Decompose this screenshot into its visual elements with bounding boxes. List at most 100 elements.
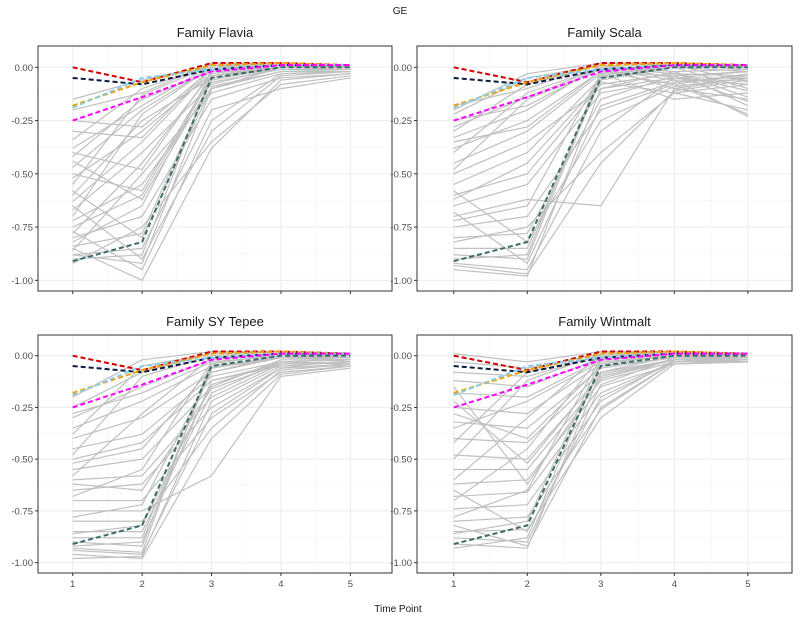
background-series-line <box>453 81 749 200</box>
background-series-line <box>453 83 748 243</box>
highlight-series-line <box>72 64 351 122</box>
highlight-series-line <box>453 62 748 107</box>
highlight-series-line <box>72 62 351 107</box>
background-series-line <box>72 359 351 471</box>
x-tick-label: 1 <box>70 579 75 590</box>
background-series-line <box>453 359 748 547</box>
background-series-line <box>453 75 748 265</box>
panel-border <box>416 334 793 574</box>
background-series-line <box>72 363 351 522</box>
highlight-series-group <box>453 62 748 263</box>
highlight-series-line <box>72 354 351 545</box>
background-series-line <box>72 361 351 450</box>
highlight-series-group <box>72 62 351 263</box>
y-tick-label: -0.50 <box>390 169 412 180</box>
x-tick-label: 5 <box>348 579 353 590</box>
background-series-line <box>453 70 748 271</box>
y-tick-label: -0.25 <box>390 116 412 127</box>
panel-3: Family SY Tepee 0.00 -0.25 -0.50 -0.75 -1.00 1… <box>11 314 393 590</box>
background-series-line <box>453 361 748 471</box>
y-tick-label: -1.00 <box>11 276 33 287</box>
background-series-line <box>72 361 351 560</box>
background-series-line <box>453 361 748 533</box>
chart-title: GE <box>393 6 408 17</box>
y-tick-label: 0.00 <box>15 63 34 74</box>
background-series-line <box>72 70 351 260</box>
background-series-line <box>453 66 749 222</box>
background-series-line <box>72 66 351 192</box>
background-series-line <box>453 359 748 465</box>
highlight-series-group <box>72 350 351 545</box>
x-tick-label: 2 <box>525 579 530 590</box>
background-series-line <box>72 77 351 256</box>
y-tick-label: -0.25 <box>390 403 412 414</box>
highlight-series-line <box>72 352 351 409</box>
y-tick-label: -0.75 <box>11 506 33 517</box>
highlight-series-line <box>453 64 748 109</box>
x-tick-label: 3 <box>598 579 603 590</box>
panel-title: Family Flavia <box>177 25 254 40</box>
x-tick-label: 4 <box>278 579 283 590</box>
y-tick-label: -0.75 <box>390 506 412 517</box>
highlight-series-line <box>453 66 748 263</box>
background-series-line <box>72 361 351 491</box>
background-series-line <box>453 79 748 275</box>
highlight-series-line <box>453 352 748 409</box>
plot-background <box>417 335 792 573</box>
y-tick-label: -0.50 <box>11 169 33 180</box>
background-series-line <box>72 75 351 264</box>
y-tick-label: -1.00 <box>390 276 412 287</box>
x-tick-label: 2 <box>139 579 144 590</box>
panel-2: Family Scala 0.00 -0.25 -0.50 -0.75 -1.00 <box>390 25 793 294</box>
background-series-line <box>453 73 748 228</box>
panel-border <box>37 334 393 574</box>
x-axis-label: Time Point <box>374 604 422 615</box>
background-series-line <box>453 77 748 218</box>
highlight-series-line <box>453 354 748 545</box>
highlight-series-group <box>453 350 748 545</box>
x-tick-label: 3 <box>209 579 214 590</box>
y-tick-label: -0.50 <box>11 455 33 466</box>
panel-title: Family Wintmalt <box>558 314 651 329</box>
x-tick-label: 1 <box>451 579 456 590</box>
y-tick-label: -0.75 <box>390 223 412 234</box>
background-series-line <box>72 363 351 555</box>
highlight-series-line <box>453 350 748 394</box>
y-tick-label: -0.25 <box>11 116 33 127</box>
background-series-line <box>453 66 748 186</box>
highlight-series-line <box>453 64 748 122</box>
panel-border <box>416 45 793 292</box>
background-series-line <box>72 66 351 211</box>
background-series-line <box>72 68 351 201</box>
panel-4: Family Wintmalt 0.00 -0.25 -0.50 -0.75 -1.00 1… <box>390 314 793 590</box>
highlight-series-line <box>72 352 351 396</box>
panel-border <box>37 45 393 292</box>
background-series-line <box>453 66 749 122</box>
background-series-line <box>72 73 351 239</box>
background-series-line <box>72 70 351 271</box>
highlight-series-line <box>72 64 351 109</box>
background-series-line <box>72 68 351 239</box>
y-tick-label: -1.00 <box>390 558 412 569</box>
panel-1: Family Flavia 0.00 -0.25 -0.50 -0.75 -1.00 <box>11 25 393 294</box>
panel-title: Family SY Tepee <box>166 314 264 329</box>
y-tick-label: 0.00 <box>394 351 413 362</box>
gridlines <box>38 335 392 573</box>
highlight-series-line <box>72 350 351 394</box>
background-series-line <box>72 365 351 502</box>
y-tick-label: -0.75 <box>11 223 33 234</box>
y-tick-label: 0.00 <box>394 63 413 74</box>
background-series-line <box>453 77 748 243</box>
background-series-line <box>453 355 748 429</box>
background-series-line <box>453 357 748 543</box>
x-tick-label: 5 <box>745 579 750 590</box>
y-tick-label: -0.25 <box>11 403 33 414</box>
background-series-line <box>72 73 351 282</box>
background-series-line <box>453 355 748 549</box>
panel-title: Family Scala <box>567 25 642 40</box>
background-series-line <box>72 357 351 429</box>
y-tick-label: -0.50 <box>390 455 412 466</box>
highlight-series-line <box>72 66 351 263</box>
background-series-line <box>72 367 351 512</box>
